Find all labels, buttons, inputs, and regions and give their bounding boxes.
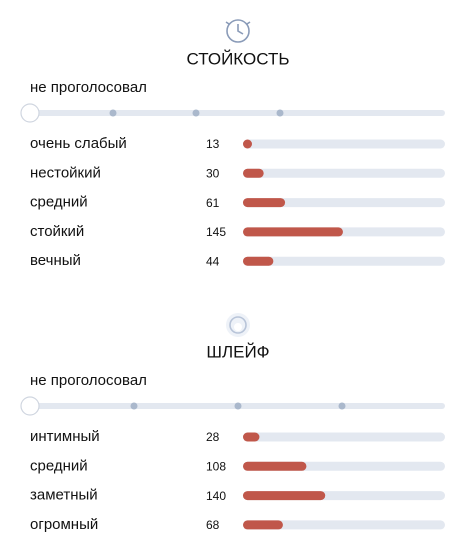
vote-bar xyxy=(243,432,260,442)
option-label: стойкий xyxy=(30,223,84,240)
vote-count: 13 xyxy=(206,137,220,151)
vote-count: 28 xyxy=(206,430,220,444)
option-label: средний xyxy=(30,194,88,211)
vote-bar xyxy=(243,168,264,178)
slider-handle[interactable] xyxy=(20,103,40,123)
vote-bar xyxy=(243,227,343,237)
bar-track xyxy=(243,520,445,530)
slider-step xyxy=(276,109,284,117)
vote-bar xyxy=(243,139,252,149)
option-label: нестойкий xyxy=(30,164,101,181)
vote-count: 145 xyxy=(206,225,226,239)
slider-step xyxy=(192,109,200,117)
vote-bar xyxy=(243,256,274,266)
slider-step xyxy=(109,109,117,117)
option-label: заметный xyxy=(30,487,98,504)
vote-bar xyxy=(243,461,307,471)
bar-track xyxy=(243,198,445,208)
bar-track xyxy=(243,432,445,442)
vote-bar xyxy=(243,520,283,530)
bar-track xyxy=(243,139,445,149)
sillage-icon xyxy=(226,313,250,337)
slider-handle[interactable] xyxy=(20,396,40,416)
vote-status: не проголосовал xyxy=(30,372,147,389)
vote-count: 30 xyxy=(206,166,220,180)
vote-count: 68 xyxy=(206,518,220,532)
vote-bar xyxy=(243,198,286,208)
vote-slider-track xyxy=(30,110,445,116)
option-label: средний xyxy=(30,457,88,474)
vote-count: 140 xyxy=(206,489,226,503)
option-label: огромный xyxy=(30,516,98,533)
option-label: вечный xyxy=(30,252,81,269)
slider-step xyxy=(234,402,242,410)
longevity-icon xyxy=(225,19,251,43)
slider-step xyxy=(130,402,138,410)
slider-step xyxy=(338,402,346,410)
section-title: СТОЙКОСТЬ xyxy=(187,49,290,68)
bar-track xyxy=(243,256,445,266)
bar-track xyxy=(243,168,445,178)
vote-count: 61 xyxy=(206,196,220,210)
section-title: ШЛЕЙФ xyxy=(206,342,269,361)
option-label: очень слабый xyxy=(30,135,127,152)
option-label: интимный xyxy=(30,428,100,445)
vote-count: 108 xyxy=(206,459,226,473)
vote-status: не проголосовал xyxy=(30,79,147,96)
vote-count: 44 xyxy=(206,254,220,268)
vote-bar xyxy=(243,491,326,501)
